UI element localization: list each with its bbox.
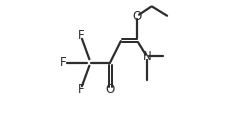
Text: F: F (60, 56, 67, 69)
Text: O: O (132, 10, 141, 22)
Text: F: F (77, 29, 84, 42)
Text: F: F (77, 83, 84, 96)
Text: N: N (142, 50, 150, 63)
Text: O: O (105, 83, 114, 96)
